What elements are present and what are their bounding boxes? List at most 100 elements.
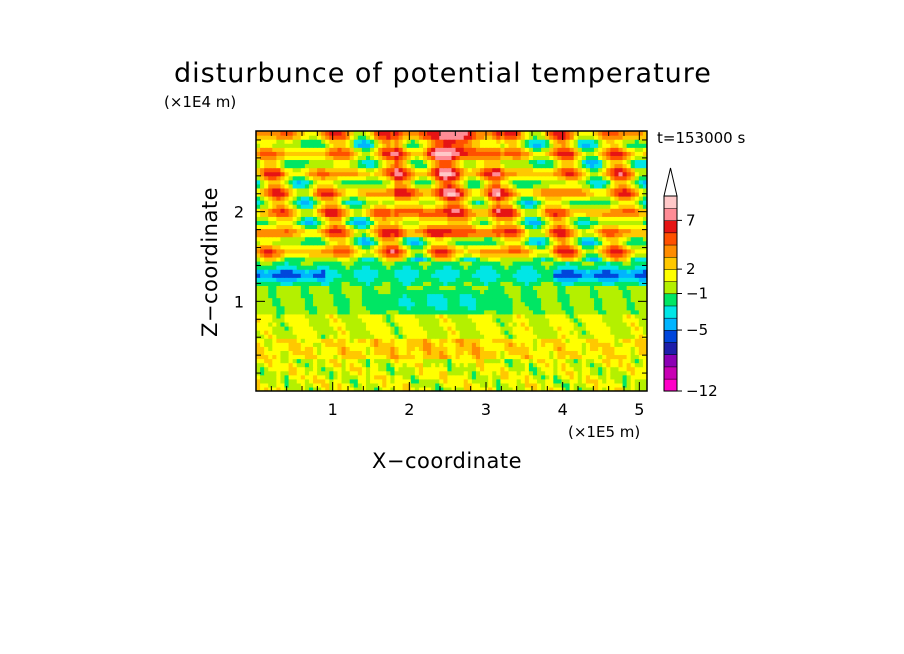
contour-cell xyxy=(284,224,290,230)
contour-cell xyxy=(581,187,587,193)
contour-cell xyxy=(504,187,510,193)
contour-cell xyxy=(585,261,591,266)
contour-cell xyxy=(520,277,526,282)
contour-cell xyxy=(630,334,636,339)
contour-cell xyxy=(634,309,640,315)
contour-cell xyxy=(365,191,371,197)
contour-cell xyxy=(480,220,485,226)
contour-cell xyxy=(528,208,534,213)
contour-cell xyxy=(581,261,587,266)
contour-cell xyxy=(577,354,583,360)
contour-cell xyxy=(532,212,538,217)
contour-cell xyxy=(333,196,339,201)
contour-cell xyxy=(492,354,497,360)
contour-cell xyxy=(260,317,265,323)
contour-cell xyxy=(480,346,485,351)
contour-cell xyxy=(500,358,506,364)
contour-cell xyxy=(598,187,603,193)
contour-cell xyxy=(390,386,396,391)
contour-cell xyxy=(337,366,343,372)
contour-cell xyxy=(577,216,583,221)
contour-cell xyxy=(492,236,497,242)
contour-cell xyxy=(276,228,282,234)
contour-cell xyxy=(585,289,591,295)
contour-cell xyxy=(614,334,620,339)
contour-cell xyxy=(337,321,343,327)
contour-cell xyxy=(618,200,624,205)
contour-cell xyxy=(374,196,379,201)
contour-cell xyxy=(365,256,371,262)
contour-cell xyxy=(598,216,603,221)
contour-cell xyxy=(276,330,282,335)
contour-cell xyxy=(626,248,632,254)
contour-cell xyxy=(610,224,616,230)
contour-cell xyxy=(280,265,286,270)
contour-cell xyxy=(304,220,310,226)
contour-cell xyxy=(288,200,294,205)
contour-cell xyxy=(573,183,579,189)
contour-cell xyxy=(386,362,392,368)
contour-cell xyxy=(308,244,314,250)
contour-cell xyxy=(545,338,550,343)
contour-cell xyxy=(292,191,298,197)
contour-cell xyxy=(317,204,322,209)
contour-cell xyxy=(455,386,461,391)
contour-cell xyxy=(313,342,318,347)
contour-cell xyxy=(304,386,310,391)
contour-cell xyxy=(313,240,318,246)
contour-cell xyxy=(504,354,510,360)
contour-cell xyxy=(361,330,367,335)
contour-cell xyxy=(333,240,339,246)
contour-cell xyxy=(357,265,363,270)
contour-cell xyxy=(337,354,343,360)
contour-cell xyxy=(500,236,506,242)
contour-cell xyxy=(451,330,457,335)
contour-cell xyxy=(545,301,550,307)
contour-cell xyxy=(455,330,461,335)
contour-cell xyxy=(422,297,428,303)
contour-cell xyxy=(374,350,379,356)
contour-cell xyxy=(475,313,481,319)
contour-cell xyxy=(553,366,558,372)
contour-cell xyxy=(553,330,558,335)
contour-cell xyxy=(390,187,396,193)
contour-cell xyxy=(313,354,318,360)
contour-cell xyxy=(427,378,432,384)
contour-cell xyxy=(549,309,554,315)
contour-cell xyxy=(528,244,534,250)
contour-cell xyxy=(463,212,469,217)
contour-cell xyxy=(443,191,449,197)
contour-cell xyxy=(398,240,404,246)
contour-cell xyxy=(602,378,607,384)
contour-cell xyxy=(386,248,392,254)
contour-cell xyxy=(614,232,620,238)
contour-cell xyxy=(569,374,575,380)
contour-cell xyxy=(378,183,383,189)
contour-cell xyxy=(541,362,546,368)
contour-cell xyxy=(581,346,587,351)
contour-cell xyxy=(410,277,416,282)
contour-cell xyxy=(284,179,290,185)
contour-cell xyxy=(370,244,375,250)
contour-cell xyxy=(443,293,449,299)
contour-cell xyxy=(317,297,322,303)
contour-cell xyxy=(532,204,538,209)
contour-cell xyxy=(614,330,620,335)
contour-cell xyxy=(349,256,355,262)
contour-cell xyxy=(410,334,416,339)
contour-cell xyxy=(431,370,436,376)
contour-cell xyxy=(264,366,269,372)
contour-cell xyxy=(614,244,620,250)
contour-cell xyxy=(618,232,624,238)
contour-cell xyxy=(418,261,424,266)
contour-cell xyxy=(382,285,387,291)
contour-cell xyxy=(451,293,457,299)
contour-cell xyxy=(300,244,306,250)
contour-cell xyxy=(500,265,506,270)
contour-cell xyxy=(475,261,481,266)
contour-cell xyxy=(610,204,616,209)
contour-cell xyxy=(276,256,282,262)
contour-cell xyxy=(467,248,473,254)
contour-cell xyxy=(321,240,326,246)
contour-cell xyxy=(598,326,603,331)
